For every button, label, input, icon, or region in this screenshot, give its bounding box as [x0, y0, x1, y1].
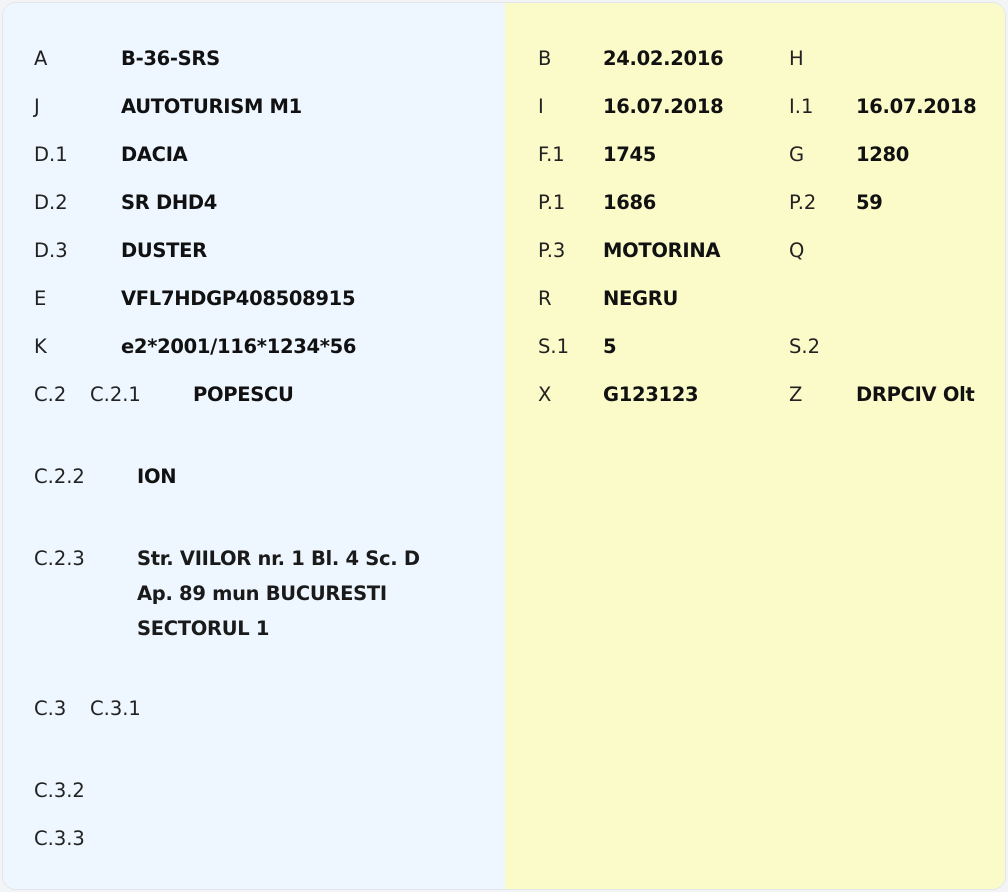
field-label-f1: F.1	[538, 143, 565, 166]
field-label-b: B	[538, 47, 552, 70]
field-value-i1: 16.07.2018	[856, 95, 977, 118]
field-label-c21: C.2.1	[90, 383, 141, 406]
field-label-c32: C.3.2	[34, 779, 85, 802]
field-label-d1: D.1	[34, 143, 68, 166]
field-value-b: 24.02.2016	[603, 47, 724, 70]
field-label-d2: D.2	[34, 191, 68, 214]
field-label-c23: C.2.3	[34, 547, 85, 570]
field-value-c21: POPESCU	[193, 383, 294, 406]
field-label-j: J	[34, 95, 40, 118]
address-line: Ap. 89 mun BUCURESTI	[137, 582, 387, 605]
field-value-c23: Str. VIILOR nr. 1 Bl. 4 Sc. D Ap. 89 mun…	[137, 541, 420, 646]
field-label-p3: P.3	[538, 239, 566, 262]
field-value-k: e2*2001/116*1234*56	[121, 335, 357, 358]
field-label-c2: C.2	[34, 383, 67, 406]
field-label-s2: S.2	[789, 335, 820, 358]
field-value-e: VFL7HDGP408508915	[121, 287, 356, 310]
field-value-p3: MOTORINA	[603, 239, 721, 262]
field-label-e: E	[34, 287, 47, 310]
field-value-p2: 59	[856, 191, 883, 214]
field-label-x: X	[538, 383, 552, 406]
field-value-d1: DACIA	[121, 143, 188, 166]
field-label-s1: S.1	[538, 335, 569, 358]
field-label-g: G	[789, 143, 805, 166]
field-value-x: G123123	[603, 383, 699, 406]
field-label-r: R	[538, 287, 552, 310]
field-label-i1: I.1	[789, 95, 814, 118]
registration-details-panel: B 24.02.2016 H I 16.07.2018 I.1 16.07.2018 F.1 1…	[505, 3, 1005, 889]
field-value-p1: 1686	[603, 191, 657, 214]
field-label-a: A	[34, 47, 48, 70]
field-label-d3: D.3	[34, 239, 68, 262]
field-label-k: K	[34, 335, 47, 358]
field-value-g: 1280	[856, 143, 910, 166]
field-value-c22: ION	[137, 465, 177, 488]
field-value-d2: SR DHD4	[121, 191, 218, 214]
field-label-c3: C.3	[34, 697, 67, 720]
field-label-i: I	[538, 95, 544, 118]
field-value-i: 16.07.2018	[603, 95, 724, 118]
field-value-r: NEGRU	[603, 287, 678, 310]
address-line: SECTORUL 1	[137, 617, 270, 640]
address-line: Str. VIILOR nr. 1 Bl. 4 Sc. D	[137, 547, 420, 570]
field-label-c22: C.2.2	[34, 465, 85, 488]
field-label-p1: P.1	[538, 191, 566, 214]
field-value-z: DRPCIV Olt	[856, 383, 975, 406]
field-label-c31: C.3.1	[90, 697, 141, 720]
owner-vehicle-panel: A B-36-SRS J AUTOTURISM M1 D.1 DACIA D.2…	[3, 3, 505, 889]
field-value-s1: 5	[603, 335, 617, 358]
field-value-a: B-36-SRS	[121, 47, 220, 70]
field-value-j: AUTOTURISM M1	[121, 95, 302, 118]
field-label-z: Z	[789, 383, 803, 406]
field-label-c33: C.3.3	[34, 827, 85, 850]
field-label-q: Q	[789, 239, 805, 262]
field-value-f1: 1745	[603, 143, 657, 166]
field-label-p2: P.2	[789, 191, 817, 214]
field-value-d3: DUSTER	[121, 239, 207, 262]
field-label-h: H	[789, 47, 804, 70]
